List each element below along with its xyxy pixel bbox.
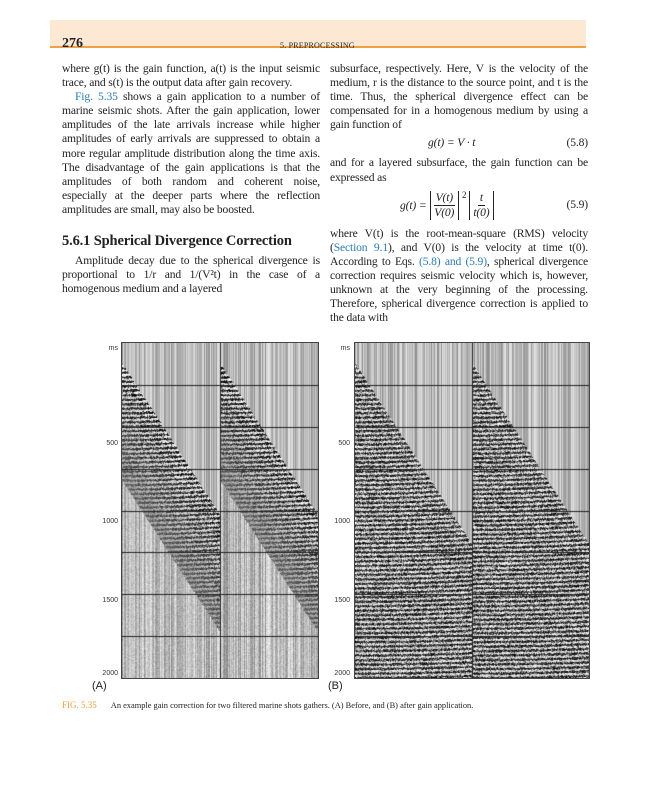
right-column: subsurface, respectively. Here, V is the… — [330, 62, 588, 325]
paragraph: Amplitude decay due to the spherical div… — [62, 254, 320, 296]
numerator: t — [477, 191, 485, 207]
paragraph: Fig. 5.35 shows a gain application to a … — [62, 90, 320, 217]
exponent: 2 — [462, 190, 467, 201]
figure-link[interactable]: Fig. 5.35 — [75, 90, 118, 104]
fraction: t t(0) — [469, 191, 494, 221]
header-band — [50, 20, 586, 48]
axis-unit: ms — [340, 345, 350, 352]
equation-body: g(t) = V(t) V(0) 2 t t(0) — [400, 189, 494, 223]
equation-5-9: g(t) = V(t) V(0) 2 t t(0) (5.9) — [330, 187, 588, 225]
equation-link[interactable]: (5.8) and (5.9) — [419, 254, 487, 268]
section-link[interactable]: Section 9.1 — [333, 240, 388, 254]
numerator: V(t) — [433, 191, 455, 207]
paragraph: where g(t) is the gain function, a(t) is… — [62, 62, 320, 90]
caption-text: An example gain correction for two filte… — [110, 701, 474, 710]
tick-label: 1000 — [102, 518, 118, 525]
page-number: 276 — [62, 36, 83, 51]
paragraph: subsurface, respectively. Here, V is the… — [330, 62, 588, 132]
tick-label: 2000 — [334, 670, 350, 677]
axis-unit: ms — [108, 345, 118, 352]
equation-body: g(t) = V · t — [428, 136, 476, 150]
equation-lhs: g(t) = — [400, 198, 427, 212]
tick-label: 1500 — [102, 597, 118, 604]
section-heading: 5.6.1 Spherical Divergence Correction — [62, 233, 292, 250]
paragraph: and for a layered subsurface, the gain f… — [330, 156, 588, 184]
equation-number: (5.8) — [566, 136, 589, 150]
tick-label: 2000 — [102, 670, 118, 677]
seismic-image-after — [354, 342, 590, 679]
paragraph-text: , spherical divergence correction requir… — [330, 254, 588, 325]
tick-label: 500 — [106, 440, 118, 447]
tick-label: 500 — [338, 440, 350, 447]
denominator: V(0) — [434, 206, 455, 220]
panel-label: (A) — [92, 680, 107, 692]
left-column: where g(t) is the gain function, a(t) is… — [62, 62, 320, 296]
paragraph-text: ), and V(0) is the velocity at time t(0)… — [330, 240, 588, 268]
equation-5-8: g(t) = V · t (5.8) — [330, 134, 588, 154]
fraction: V(t) V(0) — [429, 191, 459, 221]
paragraph-text: where V(t) is the root-mean-square (RMS)… — [330, 226, 588, 254]
tick-label: 1000 — [334, 518, 350, 525]
figure-caption: FIG. 5.35 An example gain correction for … — [62, 700, 473, 710]
tick-label: 1500 — [334, 597, 350, 604]
equation-number: (5.9) — [566, 197, 589, 211]
panel-label: (B) — [328, 680, 343, 692]
running-title: 5. PREPROCESSING — [280, 41, 355, 50]
paragraph: where V(t) is the root-mean-square (RMS)… — [330, 227, 588, 326]
seismic-image-before — [121, 342, 319, 679]
paragraph-text: shows a gain application to a number of … — [62, 90, 321, 216]
caption-label: FIG. 5.35 — [62, 700, 97, 710]
denominator: t(0) — [473, 206, 490, 220]
